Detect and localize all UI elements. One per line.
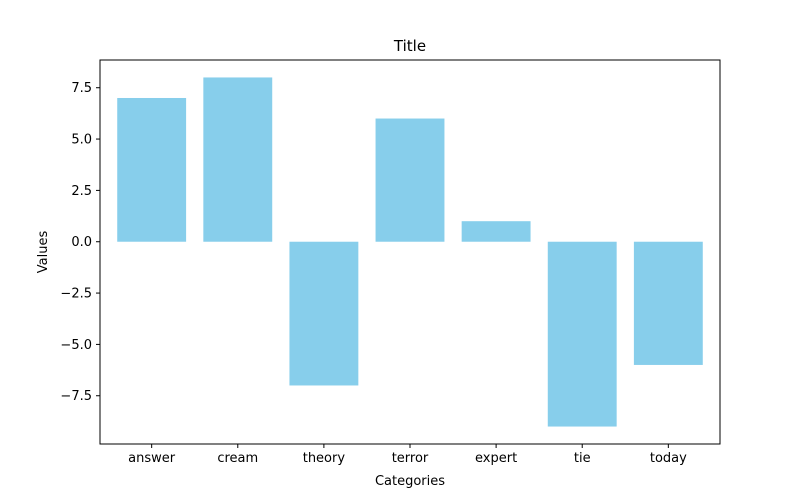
y-tick-label: 0.0 [71,235,92,250]
bar-expert [461,221,531,242]
x-tick-label: expert [475,451,517,466]
bar-theory [289,241,359,386]
bar-answer [117,97,187,242]
y-tick-label: −5.0 [60,338,92,353]
y-tick-label: 7.5 [71,81,92,96]
x-tick-label: terror [392,451,429,466]
y-axis-ticks: −7.5 −5.0 −2.5 0.0 2.5 5.0 7.5 [60,81,100,404]
y-tick-label: 5.0 [71,133,92,148]
y-tick-label: −7.5 [60,389,92,404]
x-axis-label: Categories [375,474,445,489]
y-tick-label: 2.5 [71,184,92,199]
x-tick-label: today [650,451,687,466]
bar-terror [375,118,445,242]
chart-title: Title [393,37,426,55]
x-axis-ticks: answer cream theory terror expert tie today [128,444,687,466]
y-axis-label: Values [36,231,51,274]
bars-group [117,77,703,427]
x-tick-label: cream [217,451,258,466]
x-tick-label: answer [128,451,176,466]
plot-area-frame [99,59,721,445]
bar-tie [547,241,617,427]
y-tick-label: −2.5 [60,287,92,302]
bar-today [633,241,703,365]
x-tick-label: theory [303,451,346,466]
x-tick-label: tie [574,451,591,466]
bar-cream [203,77,273,242]
